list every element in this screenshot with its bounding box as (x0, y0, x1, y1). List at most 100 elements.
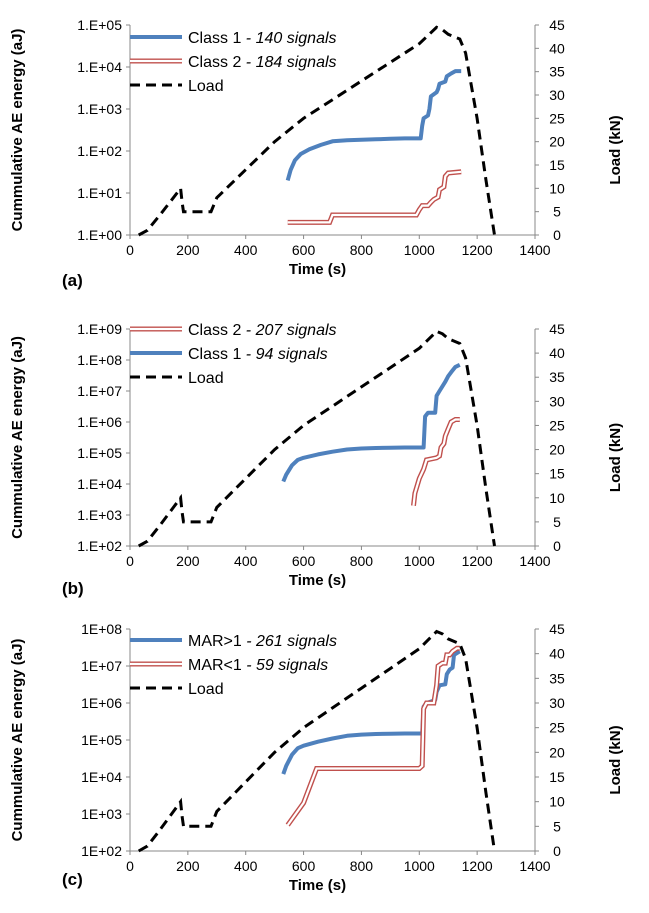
x-tick-label: 600 (292, 858, 316, 874)
legend-name: Class 2 (188, 54, 241, 71)
series-line-red-inner (412, 418, 460, 506)
y2-tick-label: 15 (549, 157, 565, 173)
legend-name: Load (188, 681, 224, 698)
y2-tick-label: 20 (549, 744, 565, 760)
y2-tick-label: 40 (549, 40, 565, 56)
y2-tick-label: 10 (549, 180, 565, 196)
y-tick-label: 1.E+00 (77, 227, 122, 243)
x-tick-label: 200 (176, 242, 200, 258)
y2-tick-label: 0 (553, 538, 561, 554)
y-tick-label: 1E+02 (81, 843, 122, 859)
y2-tick-label: 5 (553, 818, 561, 834)
y-tick-label: 1.E+09 (77, 321, 122, 337)
y-tick-label: 1.E+08 (77, 352, 122, 368)
y2-axis-title: Load (kN) (607, 725, 624, 794)
series-line-blue (281, 649, 461, 775)
y-tick-label: 1.E+02 (77, 538, 122, 554)
legend-name: Load (188, 370, 224, 387)
legend-entry: Class 2 - 207 signals (188, 322, 337, 339)
y2-tick-label: 25 (549, 720, 565, 736)
y2-axis-title: Load (kN) (607, 115, 624, 184)
legend-entry: MAR<1 - 59 signals (188, 657, 328, 674)
y2-tick-label: 35 (549, 369, 565, 385)
y2-tick-label: 30 (549, 695, 565, 711)
legend-entry: Class 1 - 140 signals (188, 30, 337, 47)
series-line-red-outline (411, 417, 460, 506)
legend-name: Class 1 (188, 30, 241, 47)
y-tick-label: 1.E+04 (77, 59, 122, 75)
x-tick-label: 1000 (404, 553, 435, 569)
series-line-red-inner (287, 170, 462, 224)
x-axis-title: Time (s) (289, 261, 346, 278)
x-tick-label: 1400 (519, 242, 550, 258)
y2-tick-label: 35 (549, 64, 565, 80)
series-line-red-outline (285, 645, 460, 827)
legend-note: - 140 signals (241, 30, 336, 47)
y-tick-label: 1.E+05 (77, 445, 122, 461)
legend-note: - 207 signals (241, 322, 336, 339)
legend-note: - 184 signals (241, 54, 336, 71)
y-tick-label: 1.E+03 (77, 101, 122, 117)
y2-tick-label: 10 (549, 794, 565, 810)
x-axis-title: Time (s) (289, 572, 346, 589)
legend-name: Load (188, 78, 224, 95)
x-tick-label: 200 (176, 553, 200, 569)
y2-tick-label: 40 (549, 646, 565, 662)
x-tick-label: 1200 (462, 242, 493, 258)
y2-tick-label: 45 (549, 621, 565, 637)
y-tick-label: 1E+04 (81, 769, 122, 785)
y-tick-label: 1E+07 (81, 658, 122, 674)
panel-label: (a) (62, 271, 83, 290)
panel-label: (b) (62, 579, 84, 598)
x-tick-label: 0 (126, 553, 134, 569)
x-tick-label: 800 (350, 858, 374, 874)
x-axis-title: Time (s) (289, 877, 346, 894)
x-tick-label: 400 (234, 553, 258, 569)
y-axis-title: Cummulative AE energy (aJ) (9, 639, 26, 842)
y2-tick-label: 30 (549, 87, 565, 103)
legend-entry: Load (188, 78, 224, 95)
x-tick-label: 0 (126, 242, 134, 258)
x-tick-label: 600 (292, 242, 316, 258)
y2-tick-label: 25 (549, 417, 565, 433)
x-tick-label: 0 (126, 858, 134, 874)
y2-tick-label: 30 (549, 393, 565, 409)
y2-tick-label: 10 (549, 490, 565, 506)
y-tick-label: 1.E+03 (77, 507, 122, 523)
legend-name: Class 2 (188, 322, 241, 339)
y-tick-label: 1.E+02 (77, 143, 122, 159)
series-line-load (137, 329, 496, 548)
y2-tick-label: 25 (549, 110, 565, 126)
y2-tick-label: 0 (553, 227, 561, 243)
legend-entry: Load (188, 370, 224, 387)
series-line-red-inner (286, 647, 460, 826)
y-tick-label: 1.E+07 (77, 383, 122, 399)
legend-note: - 261 signals (242, 633, 337, 650)
x-tick-label: 400 (234, 858, 258, 874)
series-line-load (137, 25, 496, 237)
series-line-load (137, 629, 496, 853)
x-tick-label: 1400 (519, 553, 550, 569)
legend-entry: Class 2 - 184 signals (188, 54, 337, 71)
legend-entry: Class 1 - 94 signals (188, 346, 328, 363)
x-tick-label: 1200 (462, 553, 493, 569)
x-tick-label: 600 (292, 553, 316, 569)
series-line-blue (281, 362, 461, 483)
chart-panel-1: Class 2 - 207 signals Class 1 - 94 signal… (126, 322, 539, 550)
x-tick-label: 200 (176, 858, 200, 874)
y2-tick-label: 40 (549, 345, 565, 361)
legend-note: - 94 signals (241, 346, 327, 363)
y2-tick-label: 45 (549, 17, 565, 33)
y-tick-label: 1.E+01 (77, 185, 122, 201)
legend-note: - 59 signals (242, 657, 328, 674)
x-tick-label: 1000 (404, 242, 435, 258)
x-tick-label: 1000 (404, 858, 435, 874)
y2-tick-label: 5 (553, 514, 561, 530)
y2-tick-label: 0 (553, 843, 561, 859)
y2-tick-label: 45 (549, 321, 565, 337)
y-tick-label: 1.E+05 (77, 17, 122, 33)
y2-tick-label: 15 (549, 769, 565, 785)
